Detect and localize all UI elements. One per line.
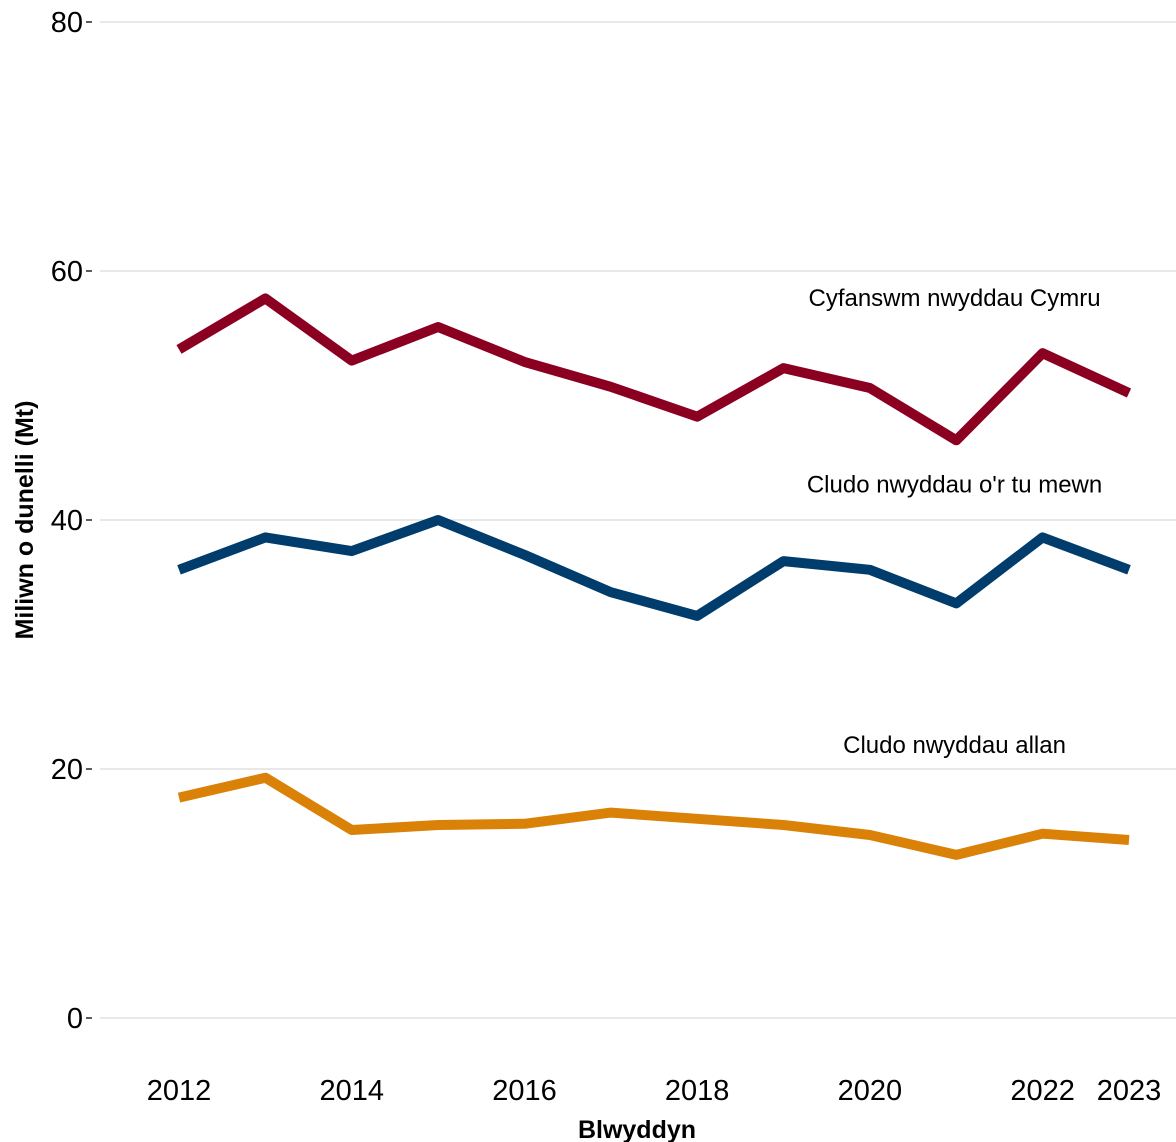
gridlines [100,21,1176,1019]
series-lines [176,293,1132,860]
x-tick-label: 2023 [1097,1075,1162,1107]
y-tick-label: 0 [67,1003,83,1035]
x-tick-label: 2014 [319,1075,384,1107]
series-label-cludo-nwyddau-o-r-tu-mewn: Cludo nwyddau o'r tu mewn [807,472,1102,499]
x-tick-label: 2022 [1010,1075,1075,1107]
y-axis-title: Miliwn o dunelli (Mt) [11,401,39,640]
series-line-cyfanswm-nwyddau-cymru [176,293,1132,446]
y-tick-label: 80 [51,7,83,39]
x-tick-label: 2012 [147,1075,212,1107]
y-tick-label: 20 [51,754,83,786]
x-axis-title: Blwyddyn [578,1116,696,1142]
y-tick-label: 60 [51,256,83,288]
series-label-cludo-nwyddau-allan: Cludo nwyddau allan [843,732,1066,759]
y-axis: 0 20 40 60 80 [51,7,92,1035]
series-line-cludo-nwyddau-o-r-tu-mewn [177,515,1131,621]
x-tick-label: 2020 [838,1075,903,1107]
series-line-cludo-nwyddau-allan [177,772,1130,860]
x-axis: 2012 2014 2016 2018 2020 2022 2023 [147,1075,1162,1107]
series-labels: Cyfanswm nwyddau Cymru Cludo nwyddau o'r … [807,285,1102,759]
x-tick-label: 2016 [492,1075,557,1107]
x-tick-label: 2018 [665,1075,730,1107]
series-label-cyfanswm-nwyddau-cymru: Cyfanswm nwyddau Cymru [808,285,1100,312]
y-tick-label: 40 [51,505,83,537]
